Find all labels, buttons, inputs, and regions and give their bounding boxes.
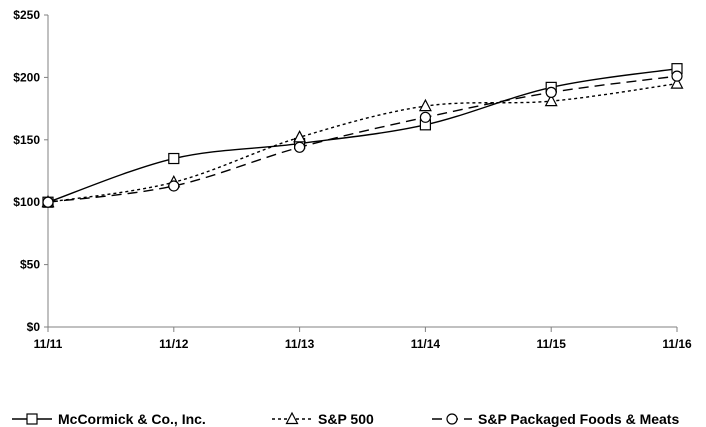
legend-item: McCormick & Co., Inc. [12, 411, 206, 427]
y-tick-label: $250 [13, 8, 40, 22]
data-point [168, 180, 180, 192]
series-2 [47, 75, 678, 203]
data-point [419, 111, 431, 123]
series-lines [41, 63, 684, 208]
legend-label: S&P 500 [318, 411, 374, 427]
data-point [671, 70, 683, 82]
x-tick-label: 11/14 [411, 337, 441, 351]
y-tick-label: $0 [27, 320, 41, 334]
y-tick-label: $150 [13, 133, 40, 147]
x-tick-label: 11/12 [159, 337, 189, 351]
legend: McCormick & Co., Inc. S&P 500 S&P Packaged… [12, 411, 679, 427]
x-axis-ticks: 11/11 11/12 11/13 11/14 11/15 11/16 [34, 327, 692, 351]
y-tick-label: $50 [20, 258, 40, 272]
data-point [544, 93, 558, 107]
y-tick-label: $200 [13, 70, 40, 84]
legend-marker [446, 413, 458, 425]
data-point [42, 196, 54, 208]
legend-label: S&P Packaged Foods & Meats [478, 411, 679, 427]
legend-marker [285, 411, 299, 425]
series-0 [47, 67, 678, 203]
data-point [294, 141, 306, 153]
x-tick-label: 11/11 [34, 337, 63, 351]
legend-marker [26, 413, 38, 425]
x-tick-label: 11/15 [537, 337, 567, 351]
y-axis-ticks: $0 $50 $100 $150 $200 $250 [13, 8, 48, 334]
series-line [47, 75, 678, 203]
series-1 [47, 82, 678, 203]
series-2-markers [42, 70, 683, 208]
series-line [47, 82, 678, 203]
series-line [47, 67, 678, 203]
data-point [670, 76, 684, 89]
data-point [418, 98, 432, 112]
legend-item: S&P 500 [272, 411, 374, 427]
y-tick-label: $100 [13, 195, 40, 209]
data-point [168, 152, 180, 165]
x-tick-label: 11/13 [285, 337, 315, 351]
x-tick-label: 11/16 [662, 337, 692, 351]
legend-label: McCormick & Co., Inc. [58, 411, 206, 427]
legend-item: S&P Packaged Foods & Meats [432, 411, 679, 427]
data-point [545, 86, 557, 98]
axes [47, 15, 677, 328]
